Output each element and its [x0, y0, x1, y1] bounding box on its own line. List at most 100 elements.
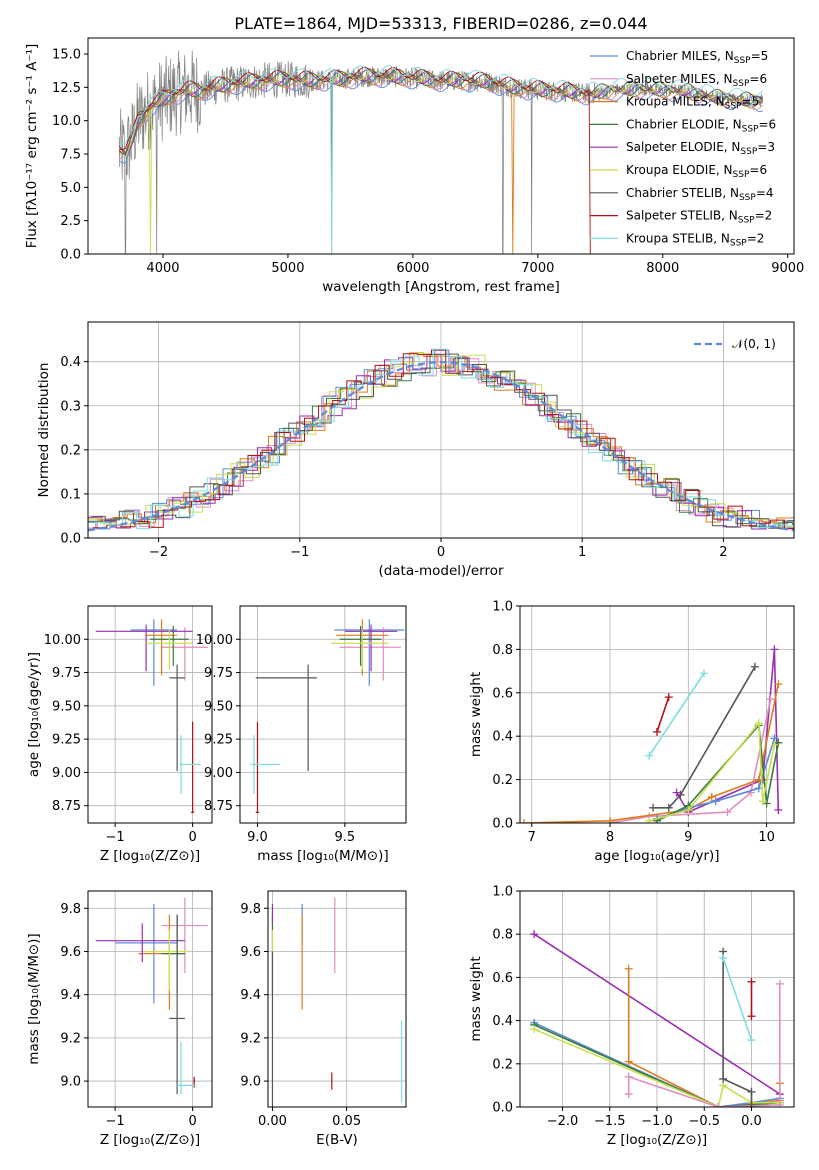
y-tick-label: 9.2 — [60, 1031, 81, 1046]
plus-marker — [624, 1090, 633, 1099]
plus-marker — [714, 1103, 723, 1107]
legend-label: Salpeter MILES, NSSP=6 — [626, 72, 767, 89]
plus-marker — [653, 727, 661, 736]
y-tick-label: 10.0 — [52, 114, 81, 129]
y-tick-label: 9.4 — [60, 988, 81, 1003]
plus-marker — [645, 816, 654, 823]
model-spectrum-salpeter-stelib — [119, 66, 591, 254]
residual-hist-chabrier-stelib — [91, 353, 794, 529]
plus-marker — [520, 819, 528, 823]
y-tick-label: 9.25 — [52, 733, 81, 748]
x-tick-label: 9000 — [771, 261, 804, 276]
x-axis-label: Z [log₁₀(Z/Z⊙)] — [100, 1132, 200, 1148]
errorbar-point-salpeter-stelib — [191, 721, 195, 813]
errorbar-point-kroupa-stelib — [250, 735, 281, 794]
x-axis-label: Z [log₁₀(Z/Z⊙)] — [100, 848, 200, 864]
y-tick-label: 9.8 — [60, 902, 81, 917]
plot-frame — [519, 605, 795, 824]
plus-marker — [775, 979, 784, 988]
errorbar-point-salpeter-elodie — [344, 624, 398, 672]
y-tick-label: 0.2 — [60, 443, 81, 458]
residual-hist-kroupa-miles — [88, 352, 794, 524]
y-axis-label: age [log₁₀(age/yr)] — [26, 652, 42, 777]
x-tick-label: 7000 — [521, 261, 554, 276]
legend-label: Chabrier ELODIE, NSSP=6 — [626, 117, 776, 134]
plus-marker — [758, 797, 767, 806]
x-tick-label: 0 — [188, 1114, 196, 1129]
x-axis-label: E(B-V) — [316, 1132, 358, 1148]
spectrum-legend: Chabrier MILES, NSSP=5 Salpeter MILES, NS… — [590, 49, 776, 248]
x-tick-label: 9.5 — [334, 830, 355, 845]
x-tick-label: 8000 — [646, 261, 679, 276]
errorbar-point-salpeter-elodie — [95, 624, 193, 672]
weight-line-kroupa-stelib — [645, 669, 708, 760]
errorbar-point-chabrier-stelib — [169, 664, 185, 772]
chart-title: PLATE=1864, MJD=53313, FIBERID=0286, z=0… — [234, 14, 647, 33]
plus-marker — [775, 1100, 784, 1107]
errorbar-point-salpeter-miles — [161, 897, 209, 974]
x-tick-label: 5000 — [271, 261, 304, 276]
errorbar-point-chabrier-elodie — [161, 914, 185, 993]
residuals-chart: −2 −1 0 1 2 0.0 0.1 0.2 0.3 0.4 (data-model)/error… — [36, 321, 795, 579]
plot-frame — [87, 605, 213, 824]
weight-vs-metallicity-chart: −2.0 −1.5 −1.0 −0.5 0.0 0.0 0.2 0.4 0.6 0.8 1.0 Z [… — [468, 885, 795, 1148]
y-tick-label: 9.8 — [240, 902, 261, 917]
x-axis-label: (data-model)/error — [378, 563, 504, 579]
residual-hist-salpeter-elodie — [88, 353, 794, 530]
y-tick-label: 9.25 — [204, 733, 233, 748]
age-vs-mass-chart: 9.0 9.5 8.75 9.00 9.25 9.50 9.75 10.00 mass [log… — [196, 605, 407, 864]
legend-label: Chabrier MILES, NSSP=5 — [626, 49, 768, 66]
x-tick-label: −1 — [106, 830, 125, 845]
age-vs-metallicity-chart: −1 0 8.75 9.00 9.25 9.50 9.75 10.00 Z [log₁₀(Z/Z… — [26, 605, 213, 864]
legend-label: Chabrier STELIB, NSSP=4 — [626, 186, 774, 203]
weight-line-salpeter-stelib — [747, 977, 756, 1021]
y-tick-label: 0.2 — [492, 773, 513, 788]
errorbar-point-kroupa-stelib — [179, 735, 201, 794]
y-tick-label: 10.00 — [44, 633, 81, 648]
plus-marker — [672, 788, 681, 797]
mass-vs-metallicity-chart: −1 0 9.0 9.2 9.4 9.6 9.8 Z [log₁₀(Z/Z⊙)] mass [l… — [26, 890, 213, 1148]
plus-marker — [719, 953, 728, 962]
legend-label: Kroupa ELODIE, NSSP=6 — [626, 163, 767, 180]
plus-marker — [747, 1087, 756, 1096]
plus-marker — [747, 977, 756, 986]
errorbar-point-kroupa-miles — [146, 619, 178, 676]
plus-marker — [624, 964, 633, 973]
plus-marker — [711, 797, 720, 806]
x-tick-label: −1.5 — [594, 1114, 626, 1129]
x-tick-label: 1 — [578, 545, 586, 560]
x-axis-label: mass [log₁₀(M/M⊙)] — [257, 848, 388, 864]
errorbar-point-chabrier-elodie — [339, 625, 382, 666]
y-tick-label: 7.5 — [60, 148, 81, 163]
y-tick-label: 9.00 — [204, 766, 233, 781]
plus-marker — [649, 803, 658, 812]
plot-frame — [87, 321, 795, 539]
y-tick-label: 0.0 — [60, 532, 81, 547]
y-axis-label: Normed distribution — [36, 363, 52, 498]
plus-marker — [684, 805, 693, 814]
y-tick-label: 0.1 — [60, 487, 81, 502]
y-tick-label: 1.0 — [492, 885, 513, 900]
plus-marker — [723, 808, 732, 817]
errorbar-point-kroupa-elodie — [146, 929, 189, 991]
plus-marker — [624, 1057, 633, 1066]
x-axis-label: age [log₁₀(age/yr)] — [594, 848, 719, 864]
y-tick-label: 15.0 — [52, 48, 81, 63]
x-tick-label: 4000 — [146, 261, 179, 276]
legend-label: Kroupa MILES, NSSP=5 — [626, 95, 759, 112]
y-tick-label: 0.4 — [492, 730, 513, 745]
y-tick-label: 8.75 — [204, 799, 233, 814]
x-tick-label: 10 — [758, 830, 775, 845]
plus-marker — [606, 816, 615, 823]
plot-frame — [87, 37, 795, 255]
x-tick-label: 7 — [528, 830, 536, 845]
y-tick-label: 0.4 — [60, 355, 81, 370]
y-tick-label: 0.8 — [492, 928, 513, 943]
errorbar-point-kroupa-miles — [138, 914, 185, 1010]
plus-marker — [699, 669, 708, 678]
x-tick-label: 8 — [606, 830, 614, 845]
y-tick-label: 9.50 — [52, 699, 81, 714]
y-tick-label: 8.75 — [52, 799, 81, 814]
mass-vs-ebv-chart: 0.00 0.05 9.0 9.2 9.4 9.6 9.8 E(B-V) — [240, 890, 407, 1148]
